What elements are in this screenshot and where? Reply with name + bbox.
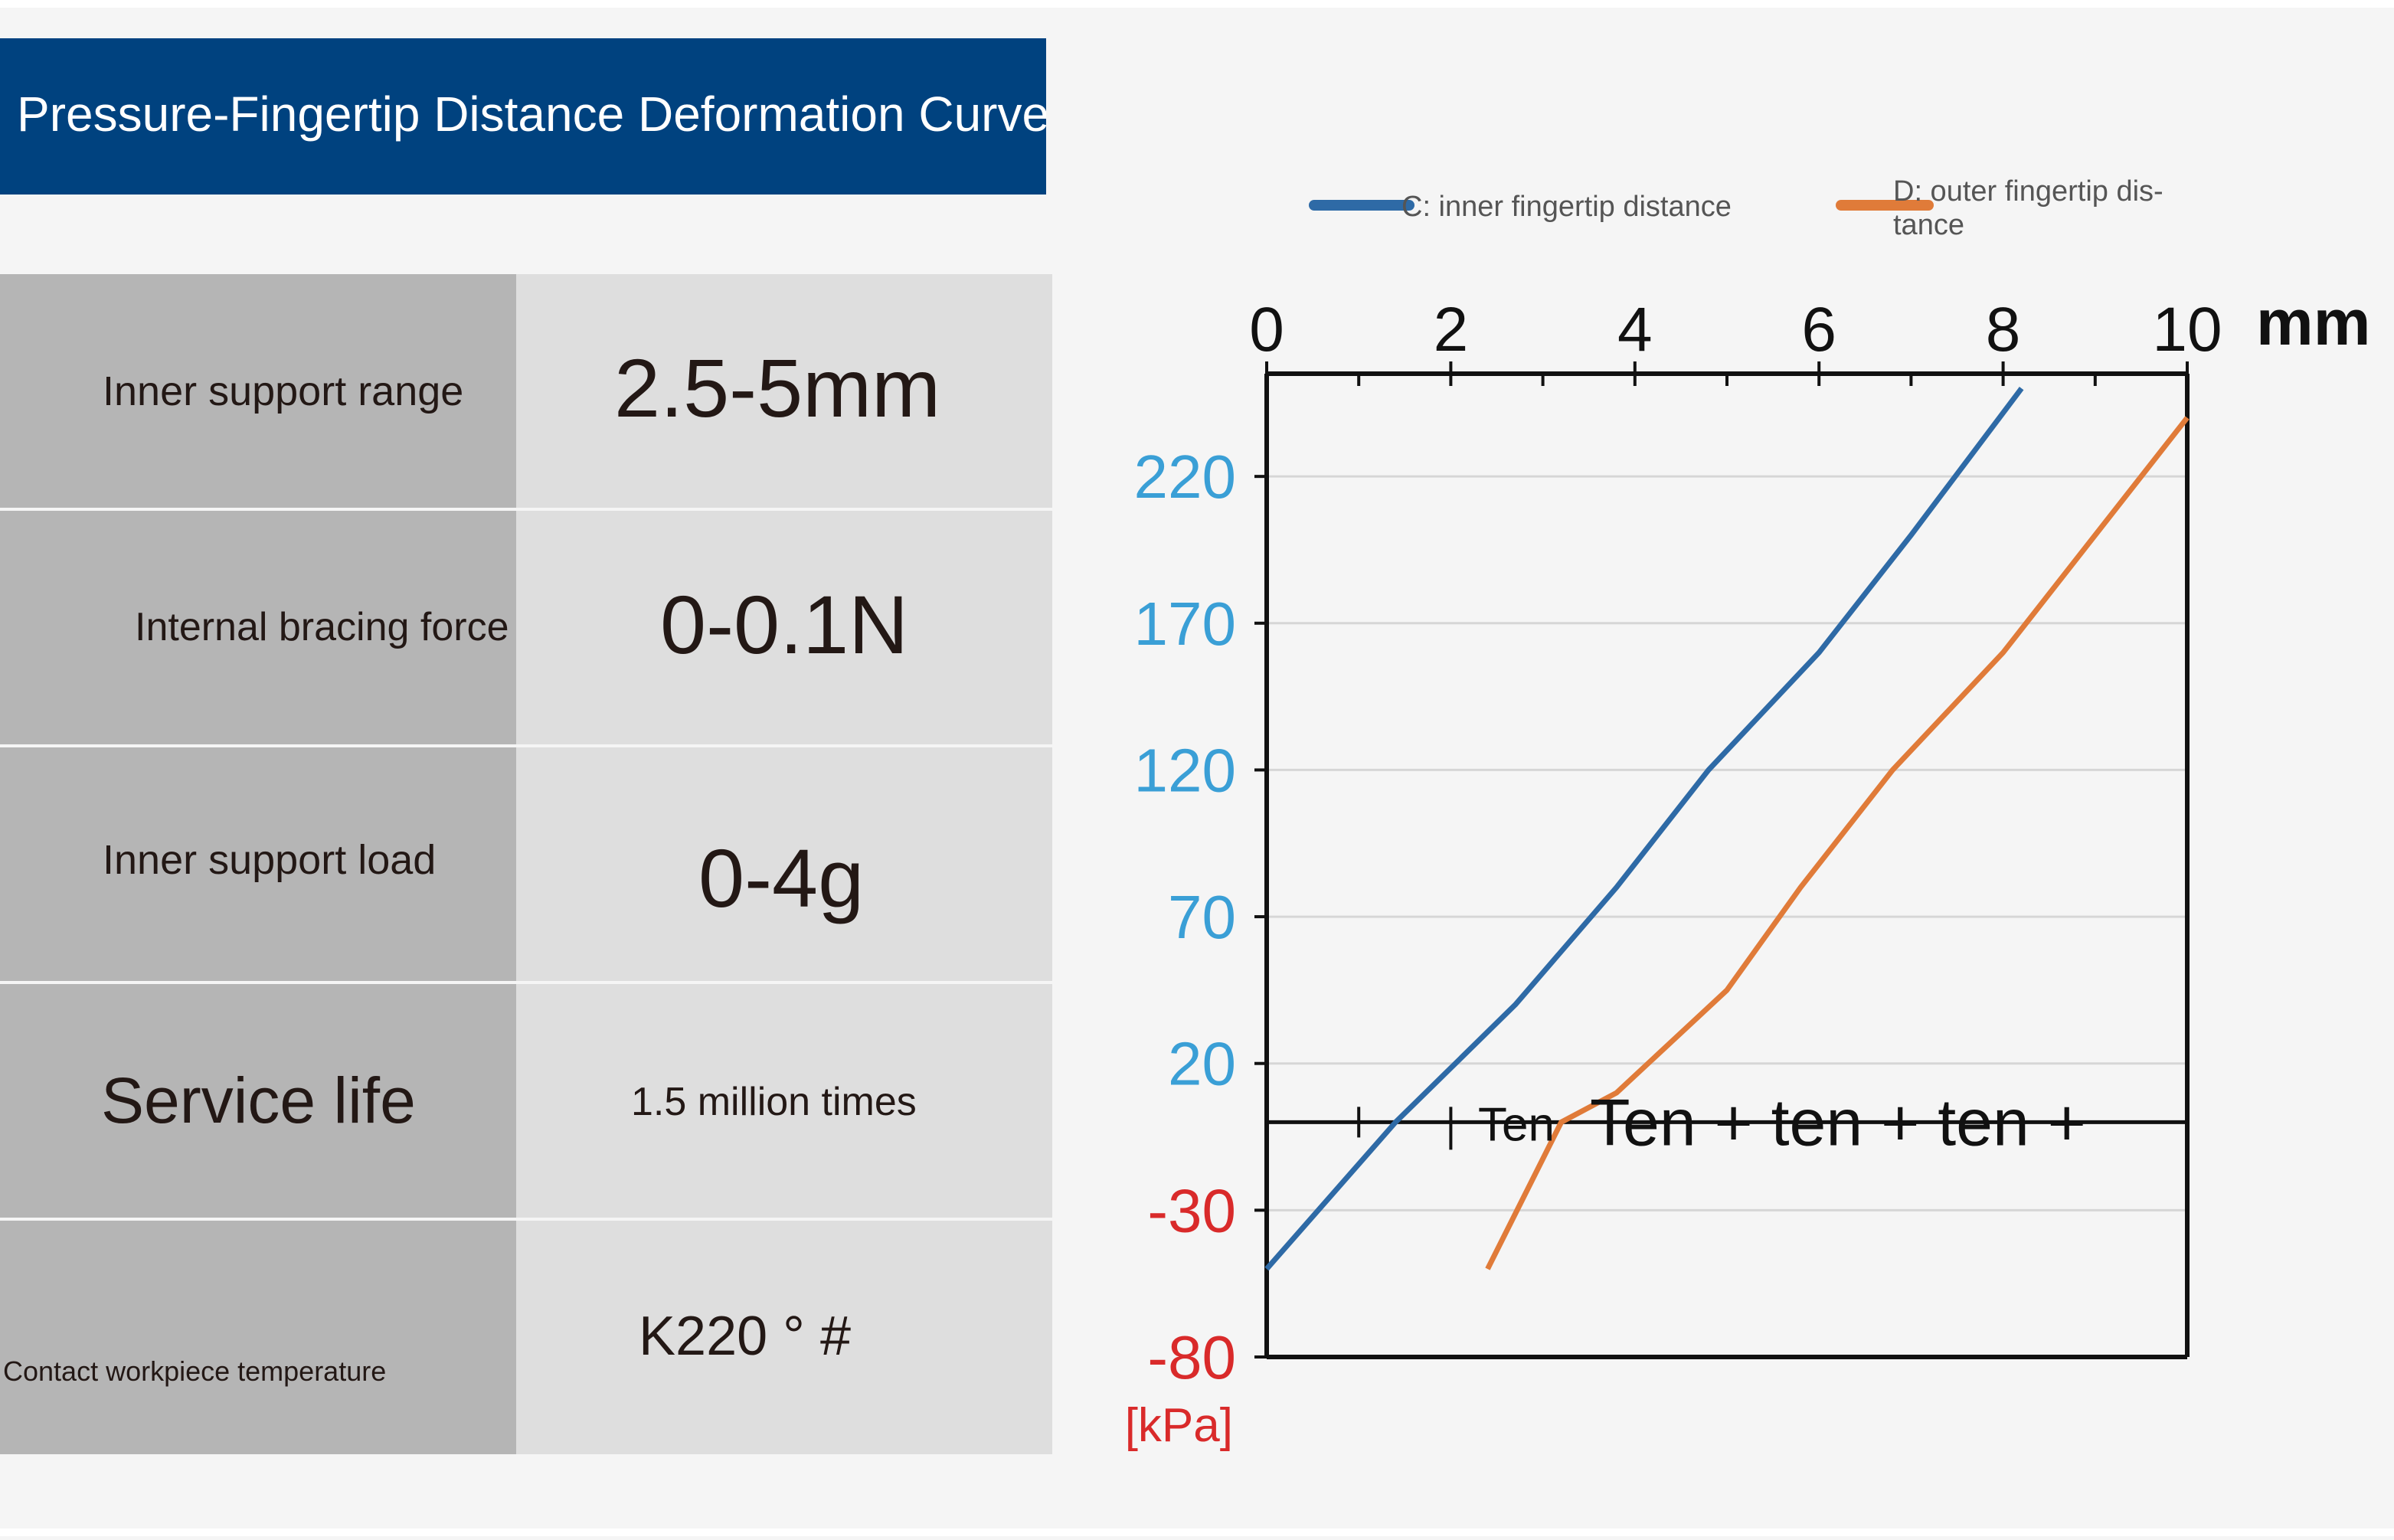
spec-value-cell: 1.5 million times bbox=[516, 984, 1052, 1218]
chart-area: C: inner fingertip distance D: outer fin… bbox=[1049, 0, 2394, 1536]
spec-value: 0-4g bbox=[698, 832, 865, 924]
legend-label-outer: D: outer fingertip dis- tance bbox=[1893, 175, 2171, 241]
spec-label-cell: Internal bracing force bbox=[0, 511, 516, 744]
axes bbox=[1254, 361, 2190, 1359]
x-tick-label: 10 bbox=[2152, 295, 2222, 365]
y-tick-label: 170 bbox=[1134, 590, 1236, 658]
spec-value-cell: 2.5-5mm bbox=[516, 274, 1052, 508]
y-tick-label: -80 bbox=[1147, 1323, 1236, 1391]
deformation-chart: C: inner fingertip distance D: outer fin… bbox=[1125, 175, 2371, 1452]
spec-row: Inner support range 2.5-5mm bbox=[0, 274, 1052, 511]
spec-value-cell: 0-0.1N bbox=[516, 511, 1052, 744]
spec-value: 2.5-5mm bbox=[614, 342, 941, 434]
spec-value-cell: K220 ° # bbox=[516, 1221, 1052, 1454]
y-tick-label: 120 bbox=[1134, 736, 1236, 804]
spec-row: Inner support load 0-4g bbox=[0, 747, 1052, 984]
spec-label-cell: Contact workpiece temperature bbox=[0, 1221, 516, 1454]
spec-table: Inner support range 2.5-5mm Internal bra… bbox=[0, 274, 1052, 1454]
annotation-small: Ten bbox=[1478, 1098, 1555, 1151]
x-unit-label: mm bbox=[2256, 286, 2370, 358]
y-tick-label: 20 bbox=[1168, 1030, 1236, 1098]
y-unit-label: [kPa] bbox=[1125, 1399, 1233, 1452]
grid bbox=[1267, 475, 2187, 1359]
spec-label: Service life bbox=[101, 1064, 416, 1136]
page-title: Pressure-Fingertip Distance Deformation … bbox=[17, 87, 1046, 142]
series-line-inner bbox=[1264, 387, 2024, 1271]
legend: C: inner fingertip distance D: outer fin… bbox=[1309, 175, 2171, 241]
y-tick-label: -30 bbox=[1147, 1176, 1236, 1244]
spec-label: Contact workpiece temperature bbox=[3, 1355, 387, 1387]
bottom-strip bbox=[0, 1529, 2394, 1536]
spec-label: Inner support load bbox=[103, 837, 437, 883]
x-tick-label: 8 bbox=[1986, 295, 2021, 365]
spec-label-cell: Service life bbox=[0, 984, 516, 1218]
top-strip bbox=[0, 0, 2394, 8]
spec-label: Inner support range bbox=[103, 368, 464, 414]
tick-labels: 0 2 4 6 8 10 mm 220 170 120 70 20 -30 -80 [kPa] Ten Ten … bbox=[1125, 286, 2371, 1452]
spec-row: Internal bracing force 0-0.1N bbox=[0, 511, 1052, 747]
spec-value-cell: 0-4g bbox=[516, 747, 1052, 981]
spec-label-cell: Inner support range bbox=[0, 274, 516, 508]
spec-row: Service life 1.5 million times bbox=[0, 984, 1052, 1221]
x-tick-label: 2 bbox=[1434, 295, 1469, 365]
y-tick-label: 220 bbox=[1134, 443, 1236, 511]
x-tick-label: 0 bbox=[1249, 295, 1284, 365]
y-tick-label: 70 bbox=[1168, 883, 1236, 951]
spec-label-cell: Inner support load bbox=[0, 747, 516, 981]
spec-label: Internal bracing force bbox=[135, 605, 509, 649]
x-tick-label: 6 bbox=[1801, 295, 1836, 365]
spec-value: 0-0.1N bbox=[660, 578, 909, 671]
spec-row: Contact workpiece temperature K220 ° # bbox=[0, 1221, 1052, 1454]
spec-value: K220 ° # bbox=[639, 1306, 851, 1367]
title-bar: Pressure-Fingertip Distance Deformation … bbox=[0, 38, 1046, 195]
legend-label-inner: C: inner fingertip distance bbox=[1401, 191, 1732, 223]
series-line-outer bbox=[1485, 416, 2190, 1270]
annotation-text: Ten + ten + ten + bbox=[1590, 1086, 2086, 1159]
spec-value: 1.5 million times bbox=[631, 1080, 917, 1124]
series-layer bbox=[1264, 387, 2190, 1271]
x-tick-label: 4 bbox=[1617, 295, 1653, 365]
